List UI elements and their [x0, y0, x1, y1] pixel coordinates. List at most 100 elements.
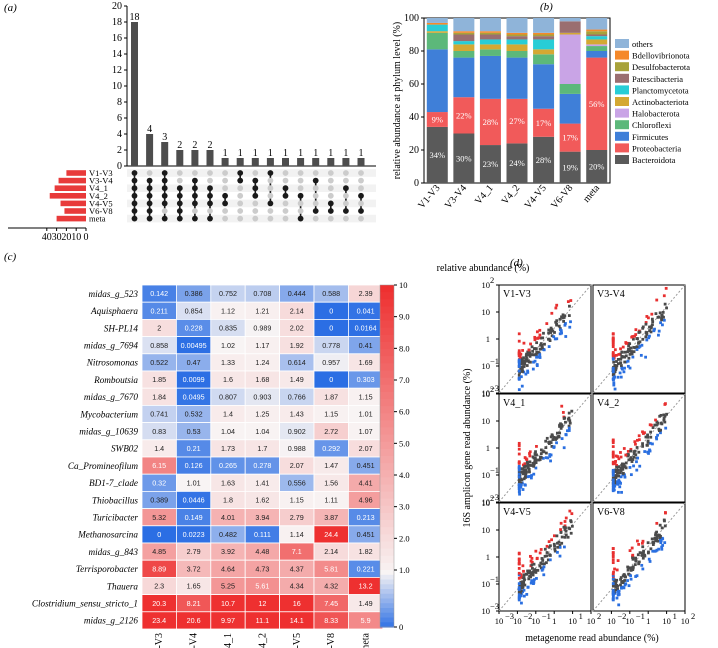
d-point	[528, 569, 532, 573]
c-cell-value: 2.07	[290, 461, 304, 470]
d-point	[552, 542, 556, 546]
c-cell-value: 1.8	[223, 496, 233, 505]
a-set-axis-label: 40	[42, 232, 52, 243]
d-point	[567, 426, 571, 430]
d-point	[624, 354, 628, 358]
d-point	[642, 549, 645, 553]
a-matrix-dot	[161, 185, 168, 192]
d-point	[640, 343, 644, 347]
d-point	[615, 353, 618, 357]
c-cell-value: 0.614	[288, 358, 306, 367]
b-stack-segment	[586, 51, 608, 58]
d-point	[531, 572, 535, 576]
c-cell-value: 6.15	[152, 461, 166, 470]
d-point	[641, 430, 644, 434]
b-legend-label: Firmicutes	[632, 132, 668, 142]
c-colorbar-segment	[380, 589, 394, 595]
d-point	[524, 474, 528, 477]
d-point	[519, 375, 523, 379]
d-point	[650, 537, 654, 541]
a-intersection-label: 1	[283, 148, 288, 159]
b-segment-label: 20%	[589, 162, 605, 172]
d-point	[555, 441, 558, 445]
d-point	[617, 603, 621, 607]
d-point	[528, 351, 532, 355]
a-matrix-dot	[358, 192, 364, 199]
d-point	[631, 556, 635, 560]
d-point	[617, 468, 620, 472]
c-cell-value: 1.14	[290, 530, 304, 539]
d-point	[660, 545, 664, 549]
c-colorbar-segment	[380, 427, 394, 436]
d-point	[527, 353, 531, 356]
c-cell-value: 0.83	[152, 427, 166, 436]
d-point	[566, 429, 569, 433]
d-facet-label: V4-V5	[503, 507, 531, 518]
c-cell-value: 1.24	[255, 358, 269, 367]
b-y-tick-label: 20	[409, 145, 419, 156]
b-legend-label: Halobacterota	[632, 109, 680, 119]
d-point	[627, 356, 631, 360]
d-point	[626, 449, 630, 453]
d-point	[555, 337, 559, 341]
d-point	[558, 317, 562, 321]
d-point	[525, 592, 529, 596]
d-point	[627, 458, 631, 462]
c-cell-value: 2	[157, 324, 161, 333]
b-segment-label: 17%	[536, 118, 552, 128]
d-point	[529, 581, 533, 585]
c-cell-value: 4.96	[359, 496, 373, 505]
d-point	[660, 313, 664, 317]
d-point	[562, 417, 566, 420]
a-matrix-dot	[267, 215, 274, 222]
d-point	[634, 556, 638, 560]
a-matrix-dot	[176, 185, 183, 192]
d-point	[656, 534, 660, 537]
a-matrix-dot	[252, 185, 259, 192]
d-point	[517, 590, 521, 593]
d-y-tick-label: 10	[482, 579, 491, 589]
c-cell-value: 1.69	[359, 358, 373, 367]
d-point	[545, 436, 549, 440]
a-intersection-bar	[146, 134, 154, 166]
d-point	[613, 470, 617, 474]
d-point	[623, 360, 627, 364]
a-matrix-dot	[312, 170, 319, 176]
c-cell-value: 0	[329, 375, 333, 384]
c-colorbar-segment	[380, 598, 394, 604]
d-point	[547, 328, 551, 332]
c-cell-value: 0.389	[150, 496, 168, 505]
a-matrix-dot	[252, 208, 259, 214]
c-cell-value: 0	[329, 306, 333, 315]
c-row-label: midas_g_2126	[84, 616, 139, 626]
a-intersection-bar	[161, 142, 169, 166]
d-point	[549, 329, 553, 333]
c-cell-value: 0.0099	[183, 375, 205, 384]
d-point	[547, 337, 550, 341]
a-matrix-dot	[267, 170, 274, 176]
d-point	[535, 341, 539, 345]
d-point	[655, 437, 659, 441]
d-point	[548, 455, 552, 458]
a-matrix-dot	[297, 192, 304, 199]
b-stack-segment	[506, 51, 528, 58]
d-point	[637, 560, 641, 564]
d-point	[634, 328, 638, 332]
c-colorbar-frame	[379, 284, 395, 628]
d-point	[527, 577, 531, 581]
c-row-label: Terrisporobacter	[76, 564, 139, 574]
d-point	[547, 545, 551, 549]
d-point	[623, 475, 627, 479]
d-point	[611, 370, 615, 374]
a-intersection-bar	[206, 150, 214, 166]
b-legend-swatch	[615, 120, 629, 130]
c-cell-value: 2.79	[290, 513, 304, 522]
a-matrix-dot	[267, 185, 274, 192]
d-point	[614, 459, 617, 463]
b-stack-segment	[586, 44, 608, 47]
d-point	[549, 441, 553, 444]
d-point	[635, 468, 639, 472]
d-point	[528, 353, 532, 357]
d-point	[569, 531, 573, 535]
